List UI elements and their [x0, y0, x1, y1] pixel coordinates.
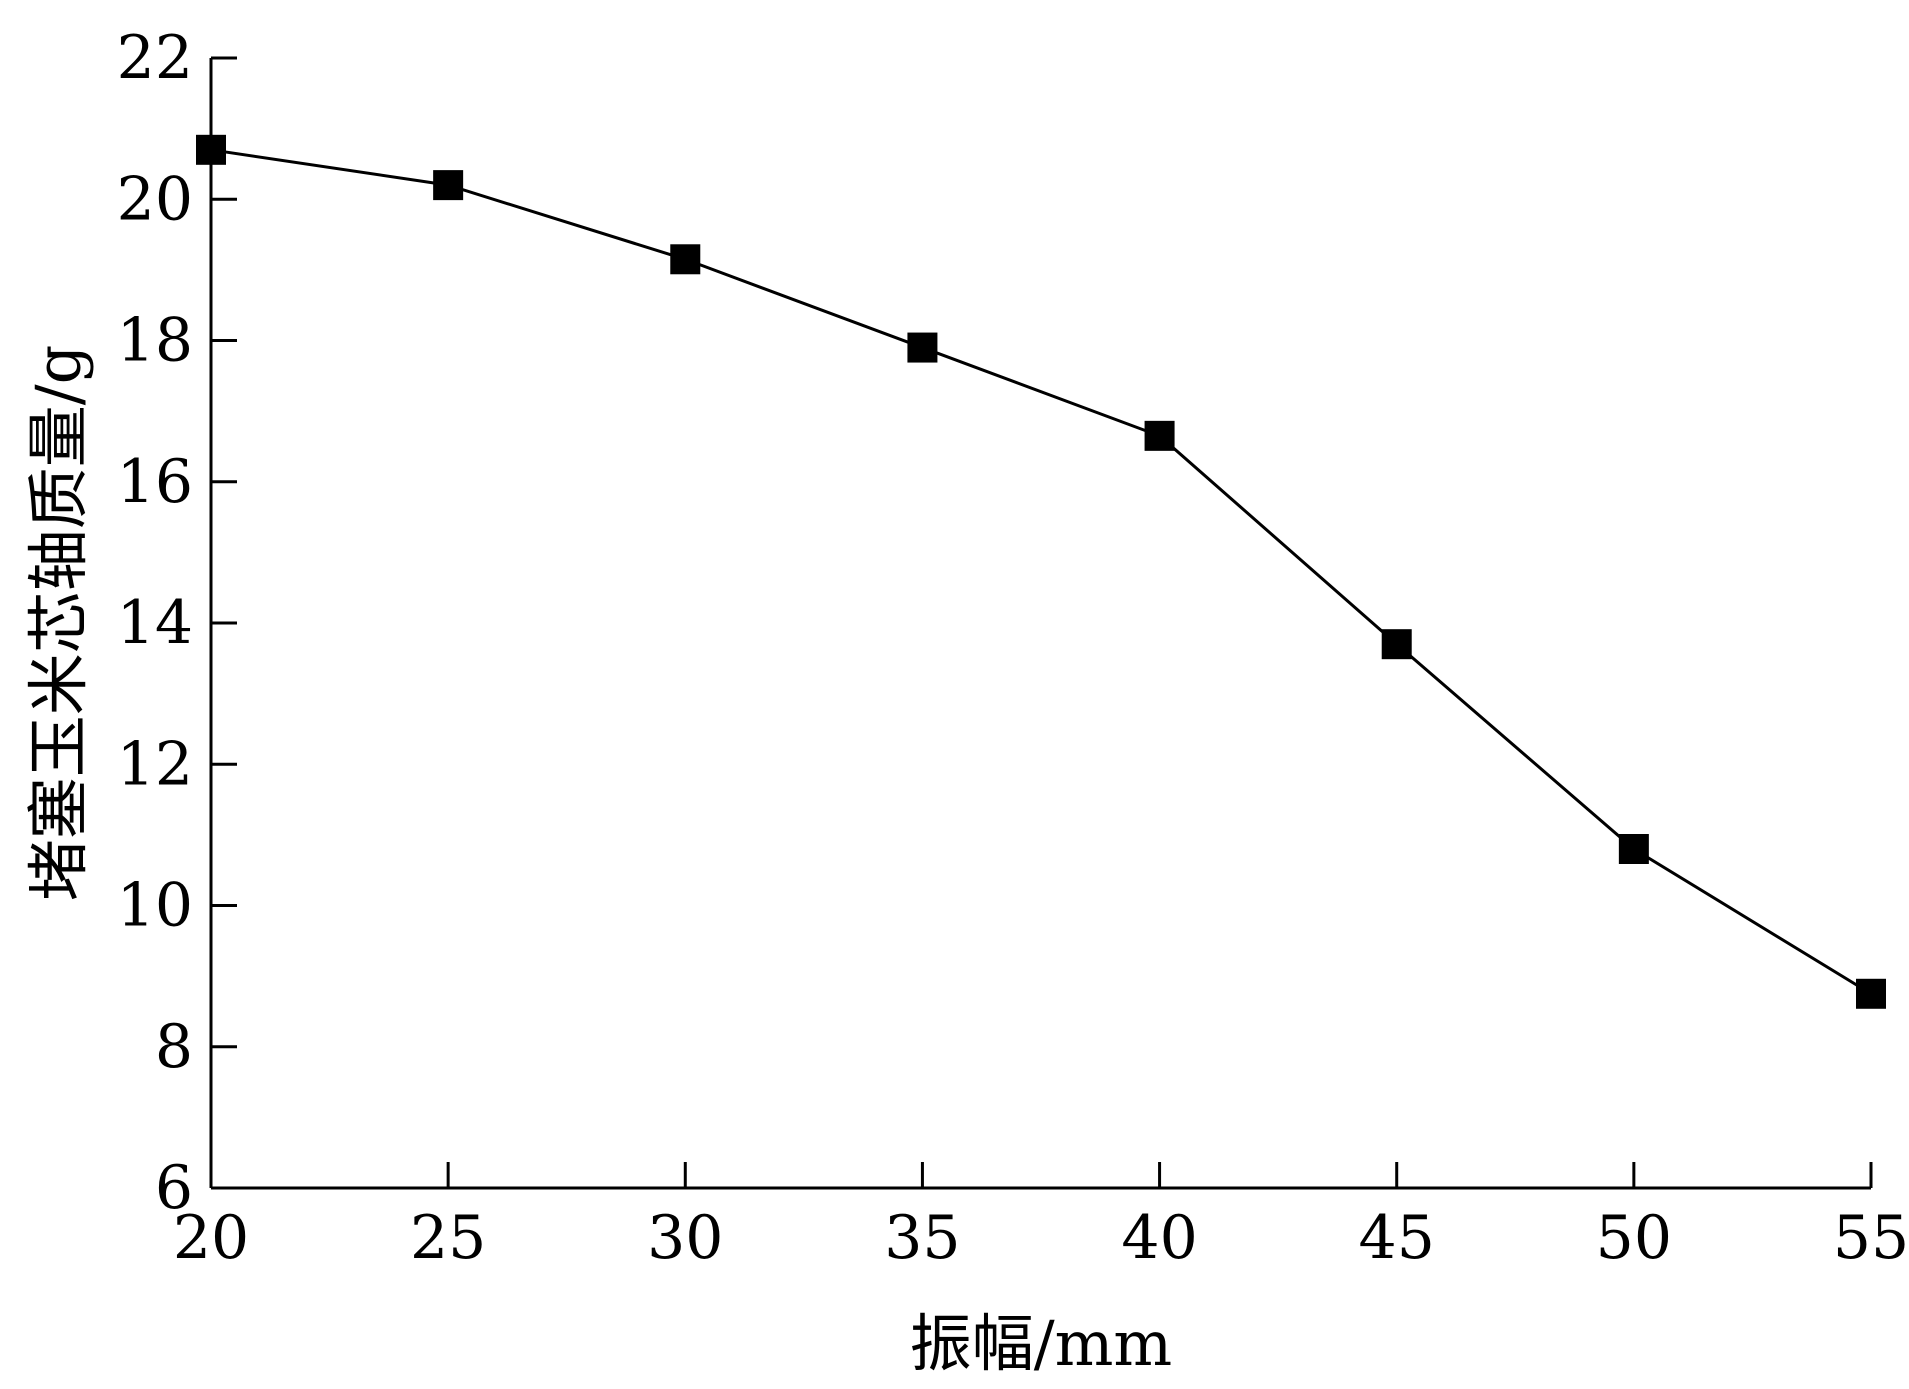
x-tick-label: 50 — [1596, 1203, 1672, 1273]
data-point — [1381, 629, 1412, 660]
data-point — [670, 244, 701, 275]
y-tick-label: 8 — [155, 1012, 193, 1082]
data-point — [433, 170, 464, 201]
x-tick-label: 40 — [1121, 1203, 1197, 1273]
y-tick-label: 10 — [117, 871, 193, 941]
data-point — [1144, 420, 1175, 451]
y-tick-label: 20 — [117, 164, 193, 234]
x-tick-label: 45 — [1359, 1203, 1435, 1273]
y-axis-title: 堵塞玉米芯轴质量/g — [22, 345, 95, 902]
data-point — [1618, 834, 1649, 864]
x-axis-title: 振幅/mm — [910, 1307, 1172, 1380]
x-tick-label: 30 — [647, 1203, 723, 1273]
series-line — [210, 148, 1872, 996]
series — [196, 134, 1886, 1009]
y-tick-label: 18 — [117, 306, 193, 376]
data-point — [196, 134, 226, 165]
x-tick-label: 20 — [173, 1203, 249, 1273]
y-tick-label: 6 — [155, 1153, 193, 1223]
y-tick-label: 22 — [117, 23, 193, 93]
x-tick-label: 35 — [884, 1203, 960, 1273]
x-tick-label: 25 — [410, 1203, 486, 1273]
x-tick-label: 55 — [1833, 1203, 1909, 1273]
y-tick-label: 14 — [117, 588, 193, 658]
data-point — [1856, 978, 1886, 1009]
data-point — [907, 332, 938, 363]
axes — [209, 58, 1871, 1190]
ticks: 6 8 10 12 14 16 18 20 22 20 25 30 35 40 45 50 55 — [117, 23, 1909, 1273]
y-tick-label: 12 — [117, 729, 193, 799]
y-tick-label: 16 — [117, 447, 193, 517]
